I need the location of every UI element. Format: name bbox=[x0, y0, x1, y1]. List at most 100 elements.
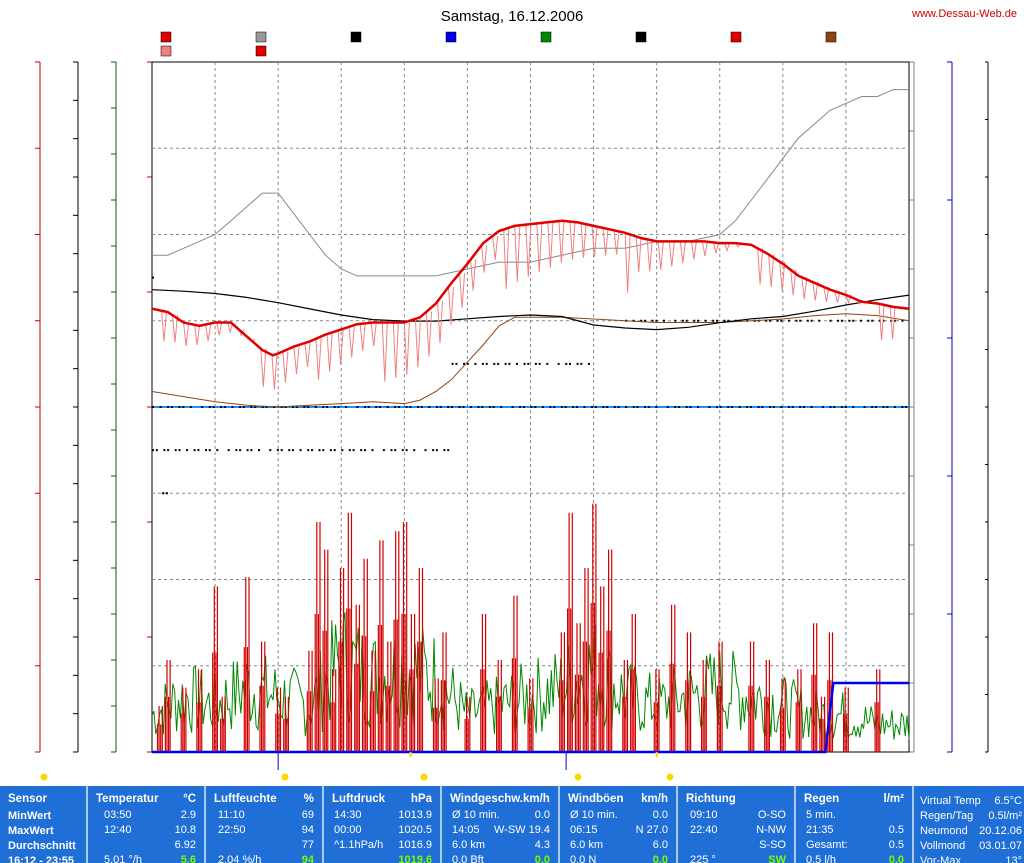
legend-swatch-0 bbox=[160, 31, 172, 43]
legend-swatch-5 bbox=[445, 31, 457, 43]
legend-swatch-2 bbox=[255, 31, 267, 43]
col-richtung: Richtung 09:10 O-SO 22:40 N-NW S-SO 225 ° SW bbox=[678, 786, 796, 863]
legend-swatch-8 bbox=[730, 31, 742, 43]
legend-swatch-3 bbox=[255, 45, 267, 57]
col-unit-temperatur: °C bbox=[183, 793, 196, 805]
windgeschw-row-1-label: 14:05 bbox=[452, 824, 480, 836]
regen-row-3-label: 0.5 l/h bbox=[806, 854, 836, 863]
windgeschw-row-0-value: 0.0 bbox=[534, 809, 550, 821]
regen-row-2-label: Gesamt: bbox=[806, 839, 848, 851]
luftdruck-row-2-label: ^1.1hPa/h bbox=[334, 839, 384, 851]
richtung-row-1-value: N-NW bbox=[756, 824, 786, 836]
legend-swatch-4 bbox=[350, 31, 362, 43]
windgeschw-row-2-label: 6.0 km bbox=[452, 839, 486, 851]
temperatur-row-0-value: 2.9 bbox=[180, 809, 196, 821]
windboeen-row-1-label: 06:15 bbox=[570, 824, 598, 836]
windboeen-row-3-label: 0.0 N bbox=[570, 854, 597, 863]
temperatur-row-3-label: 5.01 °/h bbox=[104, 854, 143, 863]
row-label-range: 16:12 - 23:55 bbox=[8, 855, 75, 863]
row-label-avg: Durchschnitt bbox=[8, 840, 76, 852]
col-unit-regen: l/m² bbox=[883, 793, 904, 805]
series-luftfeuchte bbox=[152, 89, 909, 277]
legend-swatch-6 bbox=[540, 31, 552, 43]
luftdruck-row-0-value: 1013.9 bbox=[398, 809, 432, 821]
col-header-windboeen: Windböen bbox=[568, 793, 624, 805]
windboeen-row-1-value: N 27.0 bbox=[635, 824, 668, 836]
series-taupunkt bbox=[151, 313, 910, 408]
luftfeuchte-row-2-value: 77 bbox=[301, 839, 314, 851]
luftdruck-row-1-value: 1020.5 bbox=[398, 824, 432, 836]
richtung-row-3-value: SW bbox=[768, 854, 786, 863]
sunset-icon bbox=[666, 773, 674, 781]
weather-chart: Samstag, 16.12.2006 www.Dessau-Web.de bbox=[35, 8, 1017, 781]
moonset-icon bbox=[574, 773, 582, 781]
windboeen-row-0-value: 0.0 bbox=[652, 809, 668, 821]
series-luftdruck bbox=[151, 289, 910, 331]
col-header-windgeschw: Windgeschw.km/h bbox=[450, 793, 550, 805]
col-windgeschw: Windgeschw.km/h Ø 10 min. 0.0 14:05 W-SW 19… bbox=[442, 786, 560, 863]
series-temperatur bbox=[151, 219, 910, 357]
windboeen-row-2-value: 6.0 bbox=[652, 839, 668, 851]
sun-icon bbox=[420, 773, 428, 781]
temperatur-row-0-label: 03:50 bbox=[104, 809, 132, 821]
luftdruck-row-3-value: 1019.6 bbox=[398, 854, 432, 863]
legend-swatch-1 bbox=[160, 45, 172, 57]
legend-swatch-9 bbox=[825, 31, 837, 43]
windgeschw-row-3-value: 0.0 bbox=[534, 854, 550, 863]
regen-row-3-value: 0.0 bbox=[888, 854, 904, 863]
plot-series bbox=[151, 89, 910, 754]
moonrise-icon bbox=[281, 773, 289, 781]
windboeen-row-3-value: 0.0 bbox=[652, 854, 668, 863]
col-sensor: Sensor MinWert MaxWert Durchschnitt 16:1… bbox=[0, 786, 88, 863]
info-row-1-value: 0.5l/m² bbox=[988, 810, 1022, 822]
windgeschw-row-2-value: 4.3 bbox=[534, 839, 550, 851]
windgeschw-row-1-value: W-SW 19.4 bbox=[493, 824, 550, 836]
luftfeuchte-row-3-value: 94 bbox=[301, 854, 314, 863]
luftfeuchte-row-0-label: 11:10 bbox=[218, 809, 245, 821]
windgeschw-row-3-label: 0.0 Bft bbox=[452, 854, 484, 863]
col-windboeen: Windböen km/h Ø 10 min. 0.0 06:15 N 27.0 6.0… bbox=[560, 786, 678, 863]
info-row-0-label: Virtual Temp bbox=[920, 795, 981, 807]
col-header-luftfeuchte: Luftfeuchte bbox=[214, 793, 277, 805]
col-regen: Regen l/m² 5 min. 21:35 0.5 Gesamt: 0.5 0.5 l… bbox=[796, 786, 914, 863]
col-header-temperatur: Temperatur bbox=[96, 793, 159, 805]
row-label-min: MinWert bbox=[8, 810, 52, 822]
sensor-summary-table: Sensor MinWert MaxWert Durchschnitt 16:1… bbox=[0, 786, 1024, 863]
col-luftdruck: Luftdruck hPa 14:30 1013.9 00:00 1020.5 ^1.1… bbox=[324, 786, 442, 863]
col-header-luftdruck: Luftdruck bbox=[332, 793, 386, 805]
info-row-4-label: Vor-Max bbox=[920, 855, 961, 863]
sunrise-icon bbox=[40, 773, 48, 781]
col-temperatur: Temperatur °C 03:50 2.9 12:40 10.8 6.92 5.01 … bbox=[88, 786, 206, 863]
luftfeuchte-row-0-value: 69 bbox=[301, 809, 314, 821]
richtung-row-1-label: 22:40 bbox=[690, 824, 718, 836]
richtung-row-0-label: 09:10 bbox=[690, 809, 718, 821]
info-row-3-value: 03.01.07 bbox=[979, 840, 1022, 852]
richtung-row-2-value: S-SO bbox=[759, 839, 786, 851]
col-unit-luftfeuchte: % bbox=[303, 793, 314, 805]
richtung-row-0-value: O-SO bbox=[757, 809, 786, 821]
temperatur-row-2-value: 6.92 bbox=[174, 839, 196, 851]
col-unit-windboeen: km/h bbox=[641, 793, 668, 805]
regen-row-0-label: 5 min. bbox=[806, 809, 836, 821]
temperatur-row-1-label: 12:40 bbox=[104, 824, 132, 836]
luftdruck-row-0-label: 14:30 bbox=[334, 809, 362, 821]
series-windchill bbox=[161, 220, 896, 390]
col-header-regen: Regen bbox=[804, 793, 840, 805]
info-row-3-label: Vollmond bbox=[920, 840, 966, 852]
info-row-0-value: 6.5°C bbox=[994, 795, 1022, 807]
site-link[interactable]: www.Dessau-Web.de bbox=[911, 8, 1017, 20]
series-regen bbox=[152, 681, 909, 754]
col-header-sensor: Sensor bbox=[8, 793, 47, 805]
luftfeuchte-row-1-value: 94 bbox=[301, 824, 314, 836]
luftdruck-row-2-value: 1016.9 bbox=[398, 839, 432, 851]
temperatur-row-3-value: 5.6 bbox=[180, 854, 196, 863]
windboeen-row-2-label: 6.0 km bbox=[570, 839, 604, 851]
series-windboeen bbox=[156, 503, 881, 752]
info-row-2-label: Neumond bbox=[920, 825, 968, 837]
richtung-row-3-label: 225 ° bbox=[690, 854, 716, 863]
info-row-4-value: 13° bbox=[1005, 855, 1022, 863]
windboeen-row-0-label: Ø 10 min. bbox=[570, 809, 618, 821]
col-luftfeuchte: Luftfeuchte % 11:10 69 22:50 94 77 2.04 %/h 94 bbox=[206, 786, 324, 863]
row-label-max: MaxWert bbox=[8, 825, 54, 837]
legend bbox=[160, 31, 837, 57]
